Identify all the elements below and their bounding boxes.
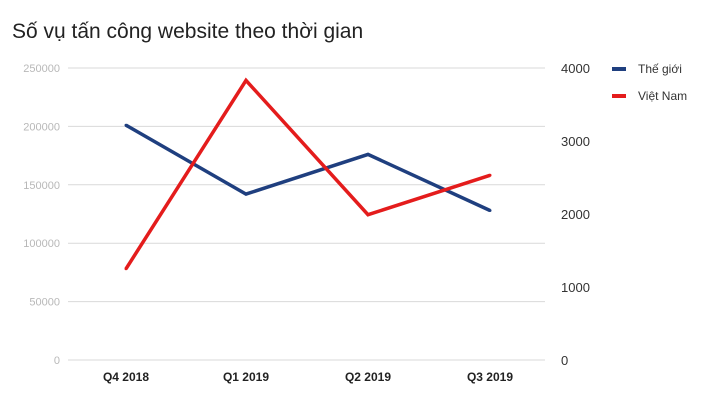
x-tick-label: Q3 2019	[467, 370, 513, 384]
left-tick-label: 150000	[23, 180, 60, 192]
x-tick-label: Q1 2019	[223, 370, 269, 384]
left-tick-label: 50000	[29, 297, 60, 309]
right-tick-label: 2000	[561, 207, 590, 222]
x-tick-label: Q2 2019	[345, 370, 391, 384]
x-axis: Q4 2018 Q1 2019 Q2 2019 Q3 2019	[103, 370, 513, 384]
data-point	[366, 152, 370, 156]
data-point	[244, 78, 248, 82]
grid-layer	[68, 67, 545, 361]
data-point	[124, 123, 128, 127]
right-tick-label: 4000	[561, 61, 590, 76]
legend-label: Thế giới	[638, 62, 682, 76]
series-line-2	[124, 77, 491, 270]
left-tick-label: 250000	[23, 63, 60, 75]
left-tick-label: 100000	[23, 238, 60, 250]
data-point	[488, 208, 492, 212]
left-tick-label: 200000	[23, 121, 60, 133]
x-tick-label: Q4 2018	[103, 370, 149, 384]
series-line-1	[125, 123, 491, 213]
left-tick-label: 0	[54, 355, 60, 367]
right-tick-label: 1000	[561, 280, 590, 295]
legend-label: Việt Nam	[638, 89, 687, 103]
right-axis: 0 1000 2000 3000 4000	[561, 61, 590, 368]
legend: Thế giới Việt Nam	[612, 62, 687, 103]
right-tick-label: 3000	[561, 134, 590, 149]
data-point	[366, 213, 370, 217]
right-tick-label: 0	[561, 353, 568, 368]
chart-title: Số vụ tấn công website theo thời gian	[12, 20, 364, 43]
data-point	[488, 173, 492, 177]
series-layer	[124, 77, 492, 271]
data-point	[244, 192, 248, 196]
data-point	[124, 267, 128, 271]
left-axis: 0 50000 100000 150000 200000 250000	[23, 63, 60, 367]
